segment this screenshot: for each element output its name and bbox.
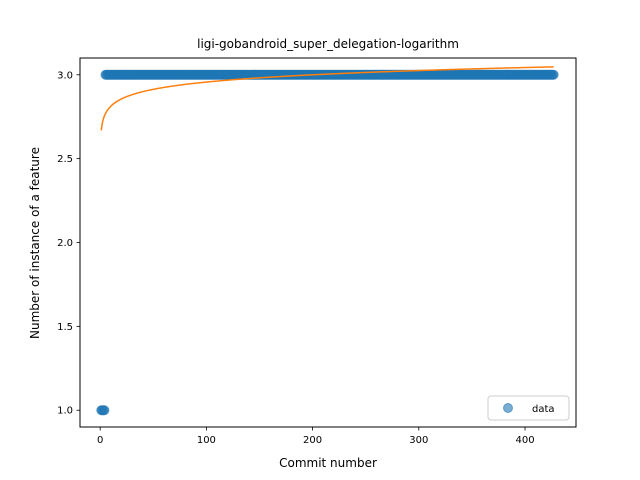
- data-point: [99, 405, 110, 416]
- x-tick-label: 200: [303, 435, 322, 446]
- y-axis: 1.0 1.5 2.0 2.5 3.0: [57, 70, 80, 417]
- y-tick-label: 1.5: [57, 322, 73, 333]
- x-tick-label: 100: [197, 435, 216, 446]
- y-tick-label: 2.5: [57, 154, 73, 165]
- legend-marker-data: [503, 403, 513, 413]
- x-tick-label: 300: [409, 435, 428, 446]
- fit-line: [100, 66, 554, 131]
- legend: data: [487, 395, 570, 421]
- x-tick-label: 0: [97, 435, 103, 446]
- y-axis-label: Number of instance of a feature: [28, 147, 42, 339]
- data-point: [548, 69, 559, 80]
- x-axis-label: Commit number: [279, 456, 377, 470]
- chart-title: ligi-gobandroid_super_delegation-logarit…: [197, 37, 459, 51]
- y-tick-label: 1.0: [57, 406, 73, 417]
- y-tick-label: 2.0: [57, 238, 73, 249]
- x-axis: 0 100 200 300 400: [97, 427, 535, 446]
- legend-label-data: data: [532, 404, 555, 415]
- legend-box: [487, 395, 570, 421]
- x-tick-label: 400: [515, 435, 534, 446]
- y-tick-label: 3.0: [57, 70, 73, 81]
- plot-area: [96, 66, 559, 416]
